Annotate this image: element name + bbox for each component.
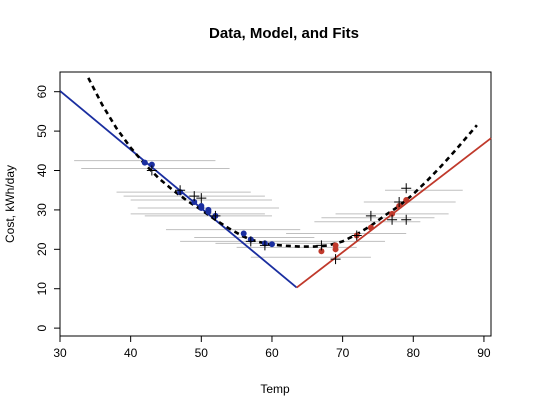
plus-marker-layer xyxy=(146,165,412,265)
heating-point xyxy=(268,241,275,248)
cooling-point xyxy=(332,242,339,249)
heating-point xyxy=(205,208,212,215)
observed-plus-marker xyxy=(245,236,256,247)
x-tick-label: 70 xyxy=(336,346,350,360)
observed-plus-marker xyxy=(196,193,207,204)
x-axis-label: Temp xyxy=(260,382,290,396)
heating-point xyxy=(191,199,198,206)
x-axis: 30 40 50 60 70 80 90 xyxy=(53,335,491,360)
y-tick-label: 50 xyxy=(35,124,49,138)
observed-plus-marker xyxy=(401,214,412,225)
observed-plus-marker xyxy=(330,254,341,265)
x-tick-label: 60 xyxy=(265,346,279,360)
heating-point xyxy=(148,161,155,168)
heating-point xyxy=(240,230,247,237)
observed-plus-marker xyxy=(189,191,200,202)
observed-plus-marker xyxy=(365,210,376,221)
heating-point xyxy=(141,159,148,166)
dashed-fit-curve xyxy=(87,77,478,248)
observed-plus-marker xyxy=(351,230,362,241)
observed-plus-marker xyxy=(316,240,327,251)
observed-plus-marker xyxy=(146,165,157,176)
cooling-point xyxy=(318,248,325,255)
heating-point xyxy=(198,204,205,211)
cooling-point xyxy=(367,224,374,231)
chart-title: Data, Model, and Fits xyxy=(209,25,359,42)
x-tick-label: 30 xyxy=(53,346,67,360)
observed-plus-marker xyxy=(210,210,221,221)
y-tick-label: 20 xyxy=(35,242,49,256)
x-tick-label: 50 xyxy=(195,346,209,360)
point-layer xyxy=(141,159,410,255)
y-tick-label: 60 xyxy=(35,85,49,99)
x-tick-label: 80 xyxy=(407,346,421,360)
y-tick-label: 0 xyxy=(35,324,49,331)
heating-model-line xyxy=(59,90,298,289)
observed-plus-marker xyxy=(387,214,398,225)
observed-plus-marker xyxy=(394,197,405,208)
fit-curve-layer xyxy=(87,77,478,248)
model-line-layer xyxy=(59,90,492,289)
x-tick-label: 40 xyxy=(124,346,138,360)
y-tick-label: 30 xyxy=(35,203,49,217)
x-tick-label: 90 xyxy=(477,346,491,360)
y-axis-label: Cost, kWh/day xyxy=(3,165,17,243)
observed-plus-marker xyxy=(401,183,412,194)
y-tick-label: 10 xyxy=(35,282,49,296)
y-tick-label: 40 xyxy=(35,164,49,178)
cooling-point xyxy=(389,210,396,217)
observed-plus-marker xyxy=(259,240,270,251)
cooling-point xyxy=(403,197,410,204)
plot-frame xyxy=(59,71,492,337)
observed-plus-marker xyxy=(175,185,186,196)
y-axis: 0 10 20 30 40 50 60 xyxy=(35,85,61,331)
